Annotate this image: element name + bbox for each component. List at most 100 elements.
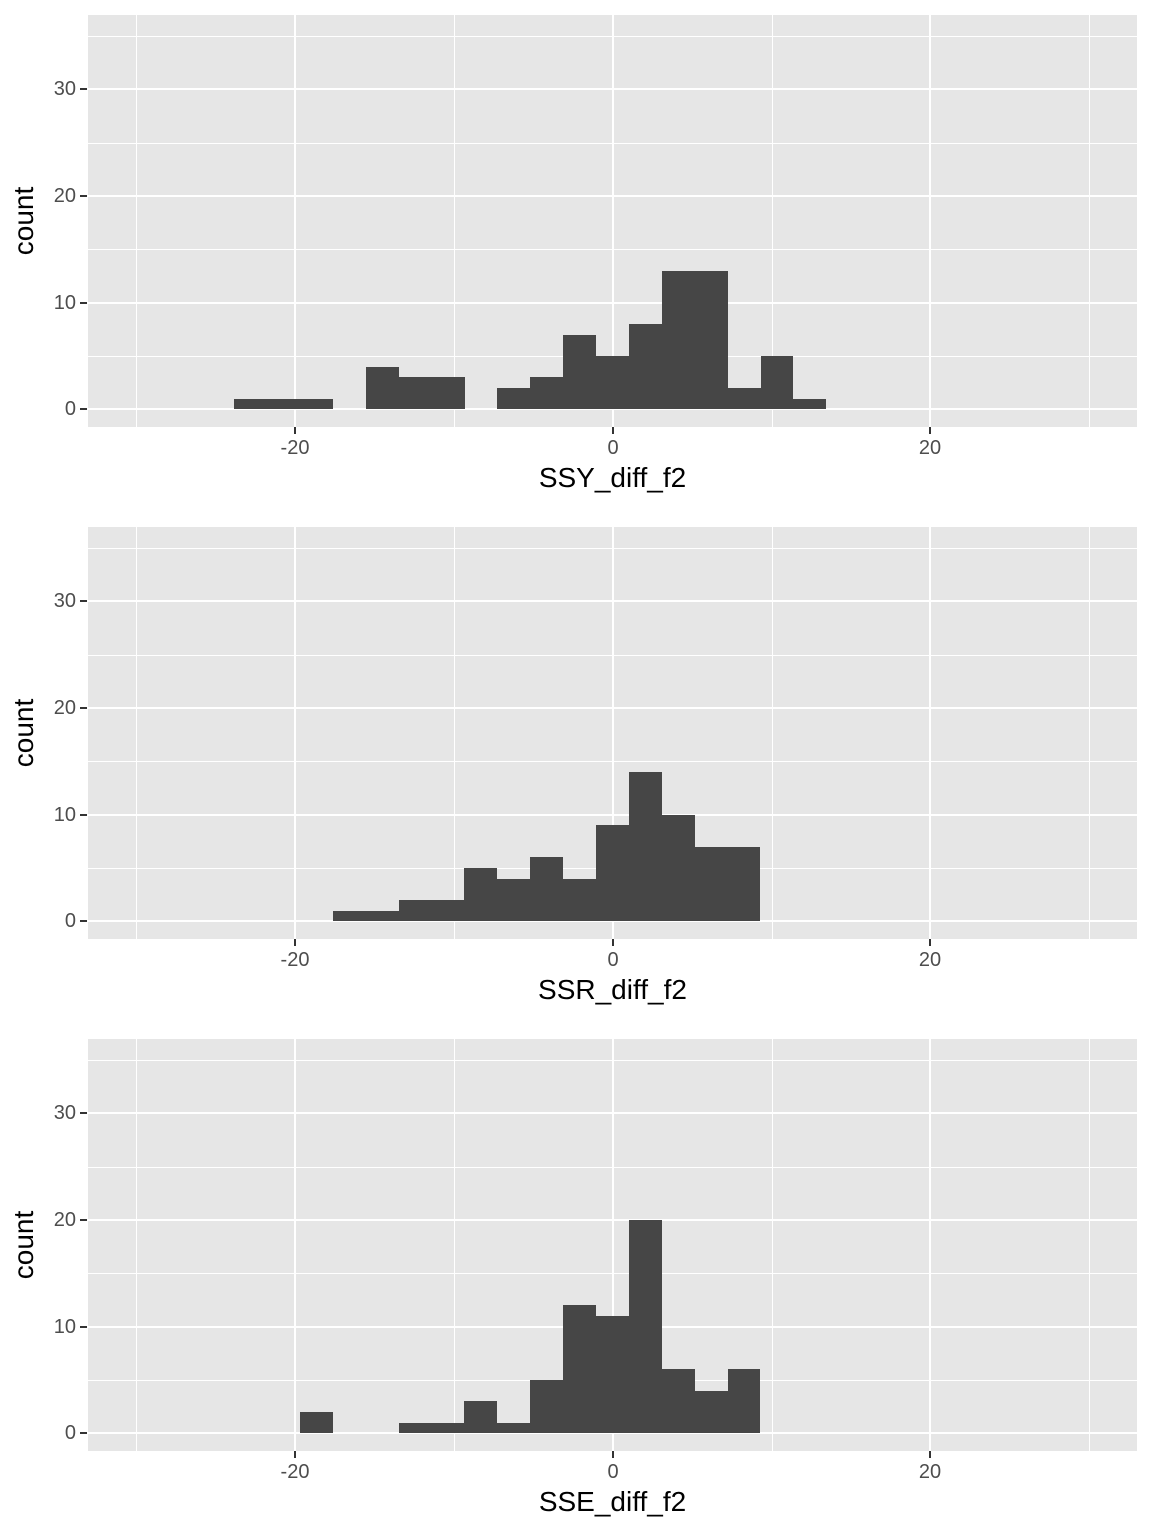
x-tick-label: 20 [918,1461,942,1483]
y-tick-label: 0 [64,398,76,420]
histogram-bar [464,1401,497,1433]
histogram-bar [432,1423,464,1433]
histogram-bar [399,377,432,409]
y-tick-label: 0 [64,1422,76,1444]
y-tick-label: 20 [53,697,76,719]
x-tick-mark [294,427,296,434]
x-tick-label: 20 [918,949,942,971]
histogram-bar [333,911,366,921]
y-tick-label: 10 [53,804,76,826]
histogram-bar [761,356,793,409]
y-axis-title: count [8,1210,39,1280]
histogram-bar [662,815,695,921]
histogram-bar [366,911,399,921]
x-minor-gridline [136,15,137,427]
x-major-gridline [612,1039,614,1451]
plot-panel [88,527,1137,939]
histogram-bar [300,1412,333,1433]
histogram-bar [530,857,563,921]
x-minor-gridline [136,1039,137,1451]
x-axis-title: SSY_diff_f2 [538,462,687,493]
y-tick-label: 20 [53,1209,76,1231]
x-tick-mark [294,1451,296,1458]
histogram-bar [662,271,695,409]
histogram-bar [366,367,399,409]
y-tick-label: 30 [53,78,76,100]
y-tick-mark [80,1432,87,1434]
y-tick-label: 30 [53,590,76,612]
histogram-bar [629,1220,662,1433]
x-minor-gridline [1089,527,1090,939]
y-tick-mark [80,1112,87,1114]
histogram-bar [695,847,728,921]
histogram-bar [530,1380,563,1433]
x-minor-gridline [136,527,137,939]
y-tick-label: 20 [53,185,76,207]
y-tick-mark [80,408,87,410]
x-tick-mark [294,939,296,946]
histogram-bar [793,399,826,409]
histogram-bar [662,1369,695,1433]
y-tick-label: 30 [53,1102,76,1124]
histogram-bar [695,271,728,409]
chart-block-SSY_diff_f2: -20 0 20 0 10 20 30 SSY_diff_f2 count [0,0,1152,512]
y-tick-mark [80,302,87,304]
histogram-bar [563,1305,596,1433]
x-axis-title: SSE_diff_f2 [538,1486,687,1517]
histogram-bar [399,1423,432,1433]
x-minor-gridline [1089,15,1090,427]
x-tick-label: -20 [280,949,310,971]
y-tick-mark [80,707,87,709]
x-major-gridline [612,527,614,939]
histogram-bar [432,900,464,921]
x-tick-mark [612,1451,614,1458]
histogram-bar [497,388,530,409]
y-tick-mark [80,1326,87,1328]
histogram-bar [432,377,465,409]
x-tick-mark [612,939,614,946]
y-tick-mark [80,195,87,197]
x-minor-gridline [772,15,773,427]
x-minor-gridline [454,527,455,939]
x-minor-gridline [772,1039,773,1451]
x-major-gridline [929,15,931,427]
histogram-bar [497,879,530,921]
x-axis-title: SSR_diff_f2 [538,974,687,1005]
x-major-gridline [294,15,296,427]
histogram-bar [563,879,596,921]
x-minor-gridline [772,527,773,939]
histogram-bar [399,900,432,921]
histogram-bar [497,1423,530,1433]
histogram-bar [596,356,629,409]
chart-block-SSR_diff_f2: -20 0 20 0 10 20 30 SSR_diff_f2 count [0,512,1152,1024]
chart-block-SSE_diff_f2: -20 0 20 0 10 20 30 SSE_diff_f2 count [0,1024,1152,1536]
y-tick-label: 0 [64,910,76,932]
histogram-bar [234,399,267,409]
x-tick-mark [929,427,931,434]
y-tick-mark [80,1219,87,1221]
histogram-bar [563,335,596,409]
x-tick-mark [929,939,931,946]
y-axis-title: count [8,698,39,768]
x-tick-label: 0 [607,437,619,459]
x-tick-label: 0 [607,949,619,971]
histogram-bar [629,324,662,409]
x-minor-gridline [1089,1039,1090,1451]
x-tick-label: -20 [280,437,310,459]
histogram-bar [728,847,760,921]
x-major-gridline [294,527,296,939]
histogram-bar [300,399,333,409]
x-major-gridline [929,1039,931,1451]
plot-panel [88,1039,1137,1451]
y-tick-label: 10 [53,292,76,314]
y-tick-label: 10 [53,1316,76,1338]
x-tick-label: -20 [280,1461,310,1483]
histogram-bar [464,868,497,921]
x-tick-label: 20 [918,437,942,459]
x-minor-gridline [454,1039,455,1451]
x-major-gridline [612,15,614,427]
x-major-gridline [929,527,931,939]
x-major-gridline [294,1039,296,1451]
histogram-bar [695,1391,728,1433]
